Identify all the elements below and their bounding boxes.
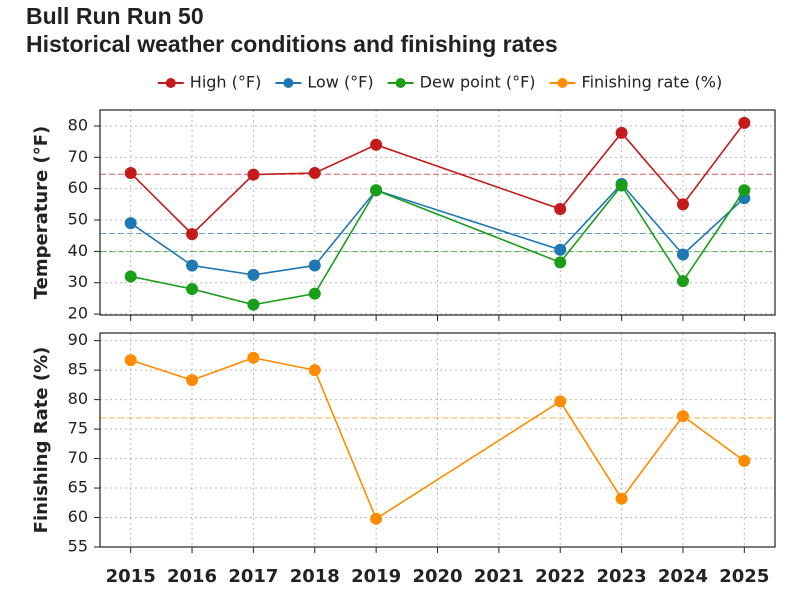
point (615, 126, 628, 139)
legend-marker (283, 78, 294, 88)
point (370, 512, 383, 525)
y-tick-label: 55 (68, 537, 88, 556)
legend-marker (165, 78, 176, 88)
y-tick-label: 70 (68, 448, 88, 467)
plot-frame (99, 332, 776, 548)
point (676, 275, 689, 288)
legend-label: Dew point (°F) (420, 73, 536, 92)
y-tick-label: 65 (68, 478, 88, 497)
y-tick-label: 60 (68, 178, 88, 197)
y-tick-label: 80 (68, 389, 88, 408)
legend-marker (557, 78, 568, 88)
point (554, 203, 567, 216)
x-tick-label: 2016 (167, 566, 217, 587)
x-tick-label: 2017 (228, 566, 278, 587)
point (308, 259, 321, 272)
point (370, 138, 383, 151)
y-tick-label: 50 (68, 210, 88, 229)
series-line (130, 122, 745, 236)
point (676, 410, 689, 423)
point (676, 198, 689, 211)
x-tick-label: 2018 (290, 566, 340, 587)
x-tick-label: 2020 (412, 566, 462, 587)
point (247, 268, 260, 281)
y-tick-label: 30 (68, 272, 88, 291)
legend-marker (395, 78, 406, 88)
point (554, 243, 567, 256)
point (738, 454, 751, 467)
point (615, 492, 628, 505)
point (308, 287, 321, 300)
y-tick-label: 90 (68, 330, 88, 349)
y-tick-label: 60 (68, 507, 88, 526)
legend-label: Finishing rate (%) (582, 73, 723, 92)
point (247, 298, 260, 311)
point (124, 217, 137, 230)
point (247, 351, 260, 364)
legend-label: Low (°F) (307, 73, 373, 92)
point (186, 259, 199, 272)
chart-subtitle: Historical weather conditions and finish… (26, 31, 558, 57)
x-tick-label: 2015 (106, 566, 156, 587)
point (247, 168, 260, 181)
point (370, 184, 383, 197)
point (308, 167, 321, 180)
point (554, 256, 567, 269)
x-tick-label: 2023 (597, 566, 647, 587)
point (554, 395, 567, 408)
x-tick-label: 2025 (719, 566, 769, 587)
y-axis-label: Temperature (°F) (31, 126, 52, 300)
point (738, 184, 751, 197)
chart-title: Bull Run Run 50 (26, 3, 204, 29)
point (738, 116, 751, 129)
y-tick-label: 20 (68, 304, 88, 323)
y-tick-label: 40 (68, 241, 88, 260)
point (124, 270, 137, 283)
y-axis-label: Finishing Rate (%) (31, 347, 52, 534)
point (124, 167, 137, 180)
y-tick-label: 70 (68, 147, 88, 166)
y-tick-label: 80 (68, 115, 88, 134)
legend-label: High (°F) (190, 73, 262, 92)
point (308, 364, 321, 377)
point (676, 248, 689, 261)
x-tick-label: 2019 (351, 566, 401, 587)
point (186, 282, 199, 295)
x-tick-label: 2021 (474, 566, 524, 587)
point (186, 228, 199, 241)
point (615, 179, 628, 192)
point (124, 354, 137, 367)
plot-frame (99, 109, 776, 316)
x-tick-label: 2022 (535, 566, 585, 587)
y-tick-label: 85 (68, 360, 88, 379)
point (186, 374, 199, 387)
y-tick-label: 75 (68, 419, 88, 438)
x-tick-label: 2024 (658, 566, 708, 587)
